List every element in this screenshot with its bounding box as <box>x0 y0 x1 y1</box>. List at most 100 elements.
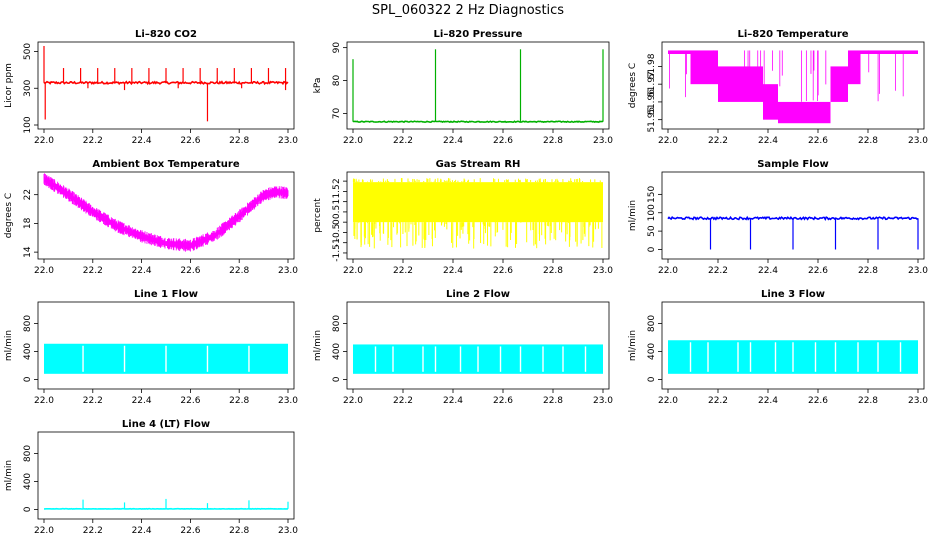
panel-title: Line 4 (LT) Flow <box>122 419 210 430</box>
x-tick-label: 22.2 <box>83 526 103 536</box>
series-line2 <box>353 344 603 374</box>
y-tick-label: 400 <box>332 343 342 360</box>
x-tick-label: 22.4 <box>758 266 778 276</box>
y-tick-label: 800 <box>23 445 33 462</box>
series-pressure <box>352 49 604 124</box>
x-tick-label: 22.8 <box>858 266 878 276</box>
x-tick-label: 22.2 <box>708 396 728 406</box>
plot-frame <box>37 431 295 520</box>
y-tick-label: 800 <box>23 315 33 332</box>
panel-title: Line 1 Flow <box>134 289 198 300</box>
y-tick-label: 800 <box>332 315 342 332</box>
x-tick-label: 22.6 <box>808 396 828 406</box>
y-tick-label: 51.96 <box>647 89 657 115</box>
y-tick-label: 1 <box>332 199 342 205</box>
y-tick-label: 100 <box>23 116 33 133</box>
y-tick-label: 0 <box>332 376 342 382</box>
x-tick-label: 22.2 <box>393 266 413 276</box>
x-tick-label: 23.0 <box>908 396 928 406</box>
y-tick-label: 50 <box>647 225 657 237</box>
y-tick-label: 0.5 <box>332 205 342 219</box>
series-rh <box>352 178 603 249</box>
x-tick-label: 22.4 <box>132 266 152 276</box>
plot-frame <box>346 301 610 390</box>
series-co2 <box>43 46 289 122</box>
x-tick-label: 23.0 <box>278 266 298 276</box>
x-tick-label: 22.4 <box>132 136 152 146</box>
x-tick-label: 22.4 <box>758 136 778 146</box>
x-tick-label: 22.8 <box>858 136 878 146</box>
y-tick-label: -1 <box>332 238 342 247</box>
x-tick-label: 22.0 <box>658 266 678 276</box>
x-tick-label: 22.6 <box>180 526 200 536</box>
y-tick-label: 51.98 <box>647 53 657 79</box>
y-tick-label: 14 <box>23 246 33 258</box>
y-tick-label: 80 <box>332 75 342 87</box>
y-axis-label: percent <box>313 198 323 233</box>
y-axis-label: degrees C <box>628 63 638 108</box>
x-tick-label: 22.0 <box>343 136 363 146</box>
x-tick-label: 23.0 <box>278 136 298 146</box>
x-tick-label: 22.8 <box>543 266 563 276</box>
x-tick-label: 22.0 <box>343 396 363 406</box>
y-tick-label: 51.97 <box>647 71 657 97</box>
temp-segment <box>763 84 778 120</box>
y-tick-label: 500 <box>23 43 33 60</box>
panel-title: Sample Flow <box>757 159 829 170</box>
panel-line3: Line 3 Flow ml/min 22.0 22.2 22.4 22.6 22.8 23.… <box>628 289 928 406</box>
y-tick-label: -0.5 <box>332 224 342 242</box>
x-tick-label: 22.8 <box>229 136 249 146</box>
panel-rh: Gas Stream RH percent 22.0 22.2 22.4 22.6 22.8… <box>313 159 613 276</box>
y-axis-label: degrees C <box>4 193 14 238</box>
y-axis-label: ml/min <box>628 200 638 231</box>
panel-title: Li–820 CO2 <box>135 29 197 40</box>
x-tick-label: 22.6 <box>493 136 513 146</box>
x-tick-label: 22.0 <box>343 266 363 276</box>
x-tick-label: 22.6 <box>493 266 513 276</box>
temp-segment <box>860 50 918 54</box>
panel-title: Li–820 Temperature <box>737 29 848 40</box>
x-tick-label: 22.8 <box>858 396 878 406</box>
x-tick-label: 22.4 <box>443 136 463 146</box>
x-tick-label: 22.8 <box>229 266 249 276</box>
y-tick-label: 400 <box>23 343 33 360</box>
x-tick-label: 23.0 <box>593 266 613 276</box>
temp-segment <box>848 50 861 85</box>
y-axis-label: ml/min <box>628 330 638 361</box>
x-tick-label: 22.0 <box>658 396 678 406</box>
x-tick-label: 22.0 <box>34 526 54 536</box>
plot-frame <box>346 41 610 130</box>
y-tick-label: 0 <box>647 376 657 382</box>
x-tick-label: 22.4 <box>132 526 152 536</box>
y-tick-label: 300 <box>23 79 33 96</box>
x-tick-label: 22.2 <box>708 136 728 146</box>
panel-ambient_temp: Ambient Box Temperature degrees C 22.0 22.2… <box>4 159 298 276</box>
temp-segment <box>830 66 848 102</box>
series-licor_temp <box>668 50 918 124</box>
x-tick-label: 22.0 <box>34 396 54 406</box>
panel-title: Line 2 Flow <box>446 289 510 300</box>
y-tick-label: 400 <box>23 473 33 490</box>
plot-frame <box>346 171 610 260</box>
temp-segment <box>718 66 763 102</box>
y-tick-label: 1.5 <box>332 184 342 198</box>
panel-title: Li–820 Pressure <box>434 29 523 40</box>
panel-title: Line 3 Flow <box>761 289 825 300</box>
y-tick-label: 100 <box>647 204 657 221</box>
x-tick-label: 22.6 <box>180 136 200 146</box>
panel-pressure: Li–820 Pressure kPa 22.0 22.2 22.4 22.6 22.8 23… <box>313 29 613 146</box>
x-tick-label: 22.0 <box>34 136 54 146</box>
y-tick-label: 400 <box>647 343 657 360</box>
x-tick-label: 23.0 <box>908 136 928 146</box>
plot-frame <box>37 171 295 260</box>
series-line <box>352 120 603 124</box>
series-line1 <box>44 343 288 374</box>
x-tick-label: 22.6 <box>808 266 828 276</box>
x-tick-label: 23.0 <box>278 396 298 406</box>
x-tick-label: 22.2 <box>393 136 413 146</box>
y-axis-label: kPa <box>313 78 323 94</box>
y-axis-label: ml/min <box>4 460 14 491</box>
panel-line2: Line 2 Flow ml/min 22.0 22.2 22.4 22.6 22.8 23.… <box>313 289 613 406</box>
temp-segment <box>690 50 718 85</box>
